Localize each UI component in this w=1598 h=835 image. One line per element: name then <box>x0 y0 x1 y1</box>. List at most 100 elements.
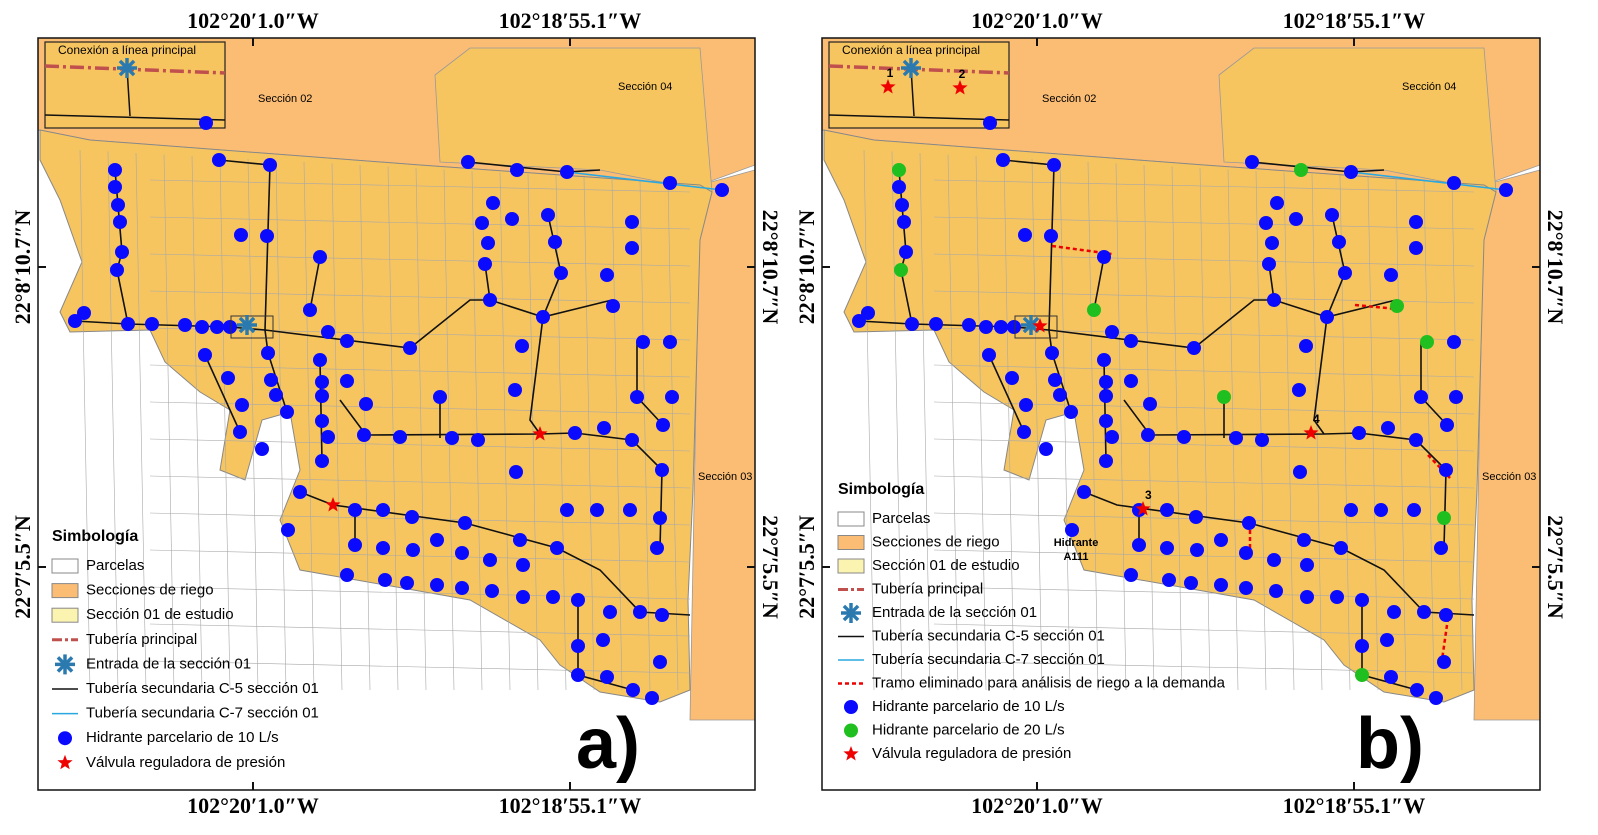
hydrant <box>655 463 669 477</box>
inset-title: Conexión a línea principal <box>842 43 980 57</box>
hydrant <box>110 263 124 277</box>
hydrant <box>199 116 213 130</box>
hydrant <box>321 325 335 339</box>
valve-number: 4 <box>1313 412 1320 426</box>
legend-swatch <box>58 731 72 745</box>
hydrant <box>1087 303 1101 317</box>
hydrant <box>1270 196 1284 210</box>
hydrant <box>1269 584 1283 598</box>
coord-label: 102°18′55.1″W <box>1283 793 1426 818</box>
legend-item: Parcelas <box>872 510 930 527</box>
hydrant <box>1384 268 1398 282</box>
hydrant <box>1099 389 1113 403</box>
hydrant <box>405 510 419 524</box>
hydrant <box>1300 590 1314 604</box>
hydrant <box>108 163 122 177</box>
hydrant <box>623 503 637 517</box>
hydrant <box>892 180 906 194</box>
hydrant <box>1160 541 1174 555</box>
legend-item: Secciones de riego <box>86 582 214 599</box>
hydrant <box>1124 568 1138 582</box>
hydrant <box>212 153 226 167</box>
inset-title: Conexión a línea principal <box>58 43 196 57</box>
hydrant <box>281 523 295 537</box>
hydrant <box>1381 421 1395 435</box>
hydrant <box>1190 543 1204 557</box>
hydrant <box>1099 454 1113 468</box>
hydrant <box>264 373 278 387</box>
hydrant <box>348 503 362 517</box>
hydrant <box>1097 250 1111 264</box>
hydrant <box>979 320 993 334</box>
legend-item: Tubería secundaria C-5 sección 01 <box>872 627 1105 644</box>
section-label: Sección 03 <box>1482 471 1536 483</box>
hydrant <box>1217 390 1231 404</box>
hydrant <box>983 116 997 130</box>
legend-swatch <box>52 559 78 573</box>
legend-swatch <box>838 536 864 550</box>
coord-label: 22°8′10.7″N <box>758 210 783 325</box>
hydrant <box>1064 405 1078 419</box>
hydrant <box>508 383 522 397</box>
coord-label: 102°18′55.1″W <box>499 793 642 818</box>
hydrant <box>895 198 909 212</box>
coord-label: 102°18′55.1″W <box>499 8 642 33</box>
hydrant <box>982 348 996 362</box>
hydrant <box>1265 236 1279 250</box>
hydrant <box>303 303 317 317</box>
hydrant <box>1420 335 1434 349</box>
hydrant <box>1292 383 1306 397</box>
hydrant <box>269 388 283 402</box>
hydrant <box>1097 353 1111 367</box>
hydrant <box>376 541 390 555</box>
hydrant <box>1077 485 1091 499</box>
hydrant <box>430 533 444 547</box>
hydrant <box>1124 334 1138 348</box>
hydrant <box>1410 683 1424 697</box>
hydrant <box>715 183 729 197</box>
hydrant <box>510 163 524 177</box>
hydrant <box>1352 426 1366 440</box>
hydrant <box>471 433 485 447</box>
hydrant <box>1449 390 1463 404</box>
hydrant <box>1229 431 1243 445</box>
hydrant <box>1259 216 1273 230</box>
hydrant <box>478 257 492 271</box>
hydrant <box>340 334 354 348</box>
hydrant <box>1160 503 1174 517</box>
hydrant <box>263 158 277 172</box>
hydrant <box>1447 176 1461 190</box>
hydrant <box>568 426 582 440</box>
hydrant <box>486 196 500 210</box>
hydrant <box>481 236 495 250</box>
valve-number: 1 <box>887 66 894 80</box>
panel-label: b) <box>1356 704 1424 784</box>
hydrant <box>1447 335 1461 349</box>
hydrant <box>1005 371 1019 385</box>
hydrant <box>590 503 604 517</box>
legend-item: Entrada de la sección 01 <box>86 655 251 672</box>
hydrant <box>606 299 620 313</box>
legend-swatch <box>52 608 78 622</box>
hydrant-label: A111 <box>1063 551 1088 563</box>
hydrant <box>1299 339 1313 353</box>
hydrant <box>655 608 669 622</box>
hydrant <box>861 306 875 320</box>
hydrant <box>1325 208 1339 222</box>
coord-label: 102°20′1.0″W <box>187 793 319 818</box>
hydrant <box>560 503 574 517</box>
hydrant <box>1344 165 1358 179</box>
hydrant <box>650 541 664 555</box>
hydrant <box>536 310 550 324</box>
hydrant <box>455 581 469 595</box>
hydrant <box>233 425 247 439</box>
hydrant <box>596 633 610 647</box>
section-label: Sección 03 <box>698 471 752 483</box>
coord-label: 22°7′5.5″N <box>794 515 819 619</box>
legend-swatch <box>844 724 858 738</box>
hydrant <box>600 268 614 282</box>
hydrant <box>145 317 159 331</box>
hydrant-label: Hidrante <box>1054 537 1099 549</box>
hydrant <box>603 605 617 619</box>
